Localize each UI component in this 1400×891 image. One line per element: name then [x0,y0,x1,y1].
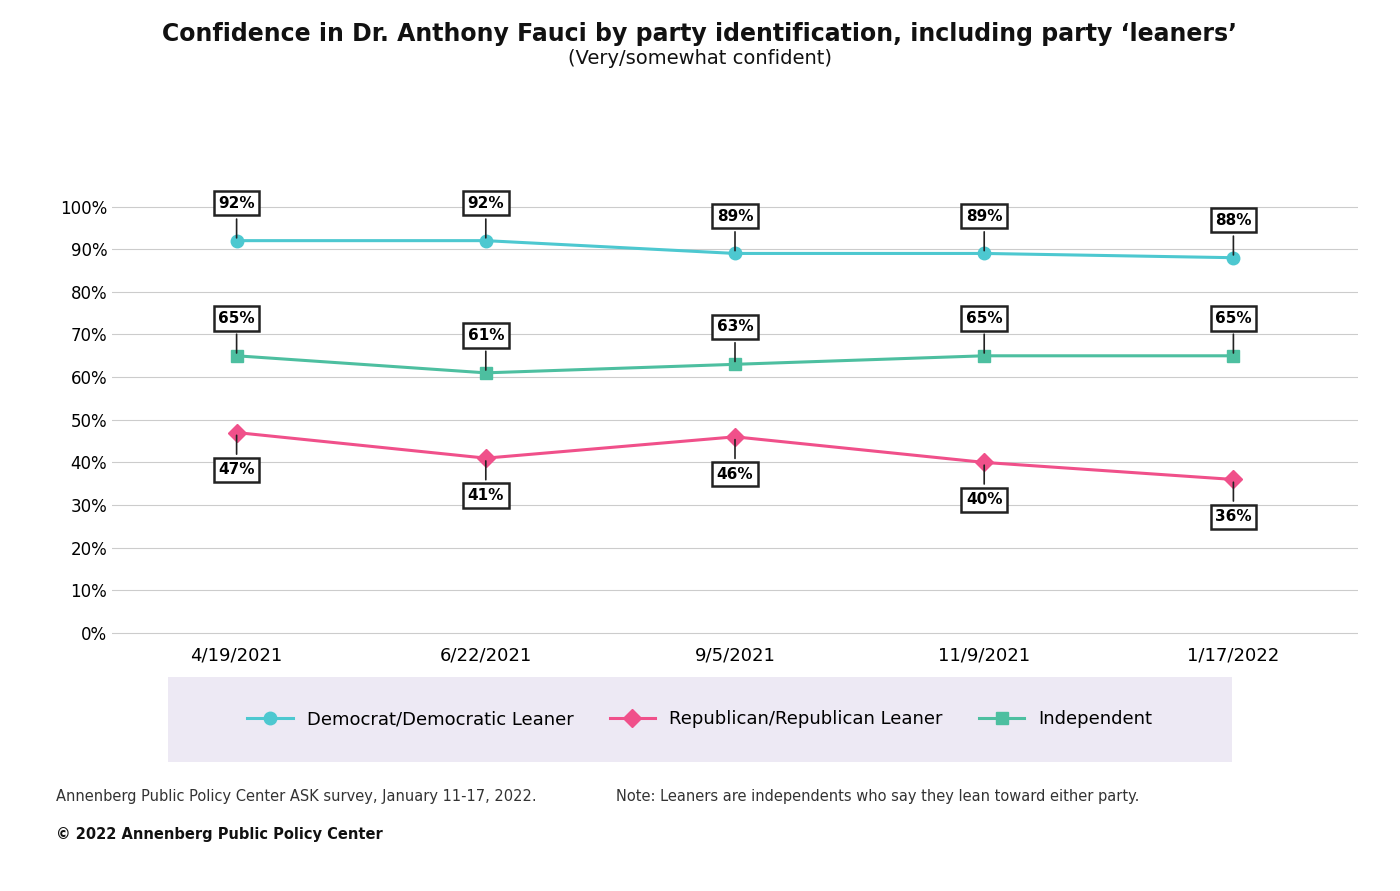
Text: 47%: 47% [218,436,255,478]
Text: 40%: 40% [966,465,1002,507]
Text: Confidence in Dr. Anthony Fauci by party identification, including party ‘leaner: Confidence in Dr. Anthony Fauci by party… [162,22,1238,46]
Text: 65%: 65% [966,311,1002,353]
Text: 41%: 41% [468,461,504,503]
Text: 88%: 88% [1215,213,1252,255]
Text: 89%: 89% [966,208,1002,250]
Text: © 2022 Annenberg Public Policy Center: © 2022 Annenberg Public Policy Center [56,827,382,842]
FancyBboxPatch shape [147,675,1253,764]
Text: 89%: 89% [717,208,753,250]
Text: Note: Leaners are independents who say they lean toward either party.: Note: Leaners are independents who say t… [616,789,1140,804]
Text: 46%: 46% [717,439,753,482]
Text: (Very/somewhat confident): (Very/somewhat confident) [568,49,832,68]
Text: 36%: 36% [1215,482,1252,524]
Text: 65%: 65% [1215,311,1252,353]
Legend: Democrat/Democratic Leaner, Republican/Republican Leaner, Independent: Democrat/Democratic Leaner, Republican/R… [238,701,1162,738]
Text: 92%: 92% [218,196,255,238]
Text: 61%: 61% [468,328,504,370]
Text: Annenberg Public Policy Center ASK survey, January 11-17, 2022.: Annenberg Public Policy Center ASK surve… [56,789,536,804]
Text: 65%: 65% [218,311,255,353]
Text: 63%: 63% [717,320,753,362]
Text: 92%: 92% [468,196,504,238]
